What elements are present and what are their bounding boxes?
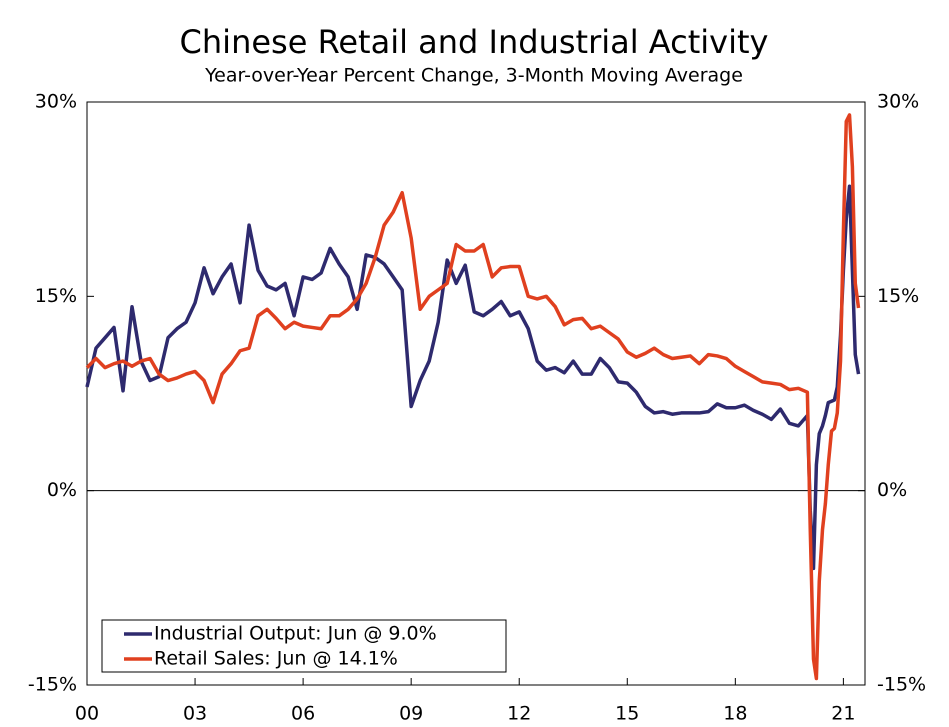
x-tick-label: 21 (831, 703, 855, 725)
legend-label: Industrial Output: Jun @ 9.0% (154, 623, 437, 645)
x-tick-label: 03 (183, 703, 207, 725)
y2-tick-label: 30% (877, 91, 919, 113)
x-tick-label: 00 (75, 703, 99, 725)
plot-frame (86, 101, 866, 686)
x-tick-label: 09 (399, 703, 423, 725)
legend-label: Retail Sales: Jun @ 14.1% (154, 648, 398, 670)
chart-subtitle: Year-over-Year Percent Change, 3-Month M… (204, 65, 743, 87)
x-tick-label: 18 (723, 703, 747, 725)
y-tick-label: 0% (47, 479, 77, 501)
x-tick-label: 15 (615, 703, 639, 725)
chart-title: Chinese Retail and Industrial Activity (180, 23, 769, 61)
series-line (85, 113, 861, 681)
y-tick-label: 30% (35, 91, 77, 113)
y2-tick-label: 0% (877, 479, 907, 501)
legend-box (101, 619, 507, 673)
y2-tick-label: -15% (877, 674, 926, 696)
y-tick-label: -15% (28, 674, 77, 696)
x-tick-label: 12 (507, 703, 531, 725)
y2-tick-label: 15% (877, 285, 919, 307)
x-tick-label: 06 (291, 703, 315, 725)
y-tick-label: 15% (35, 285, 77, 307)
